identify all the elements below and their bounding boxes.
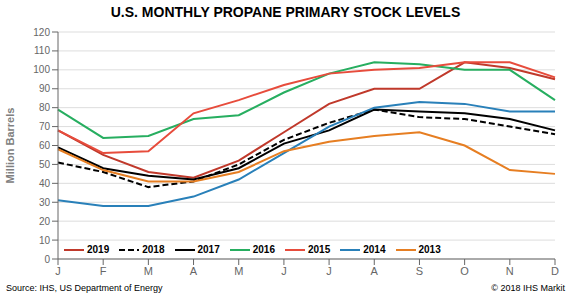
html-text:Source: IHS, US Department of: Source: IHS, US Department of Energy: [6, 283, 163, 293]
svg-text:S: S: [416, 265, 423, 277]
svg-text:90: 90: [39, 83, 51, 94]
svg-text:20: 20: [39, 216, 51, 227]
svg-text:J: J: [326, 265, 332, 277]
svg-text:F: F: [100, 265, 107, 277]
html-text:2016: 2016: [252, 244, 275, 255]
svg-text:A: A: [371, 265, 379, 277]
html-text:2017: 2017: [197, 244, 220, 255]
svg-text:M: M: [144, 265, 153, 277]
svg-text:120: 120: [33, 27, 50, 38]
html-text:2018: 2018: [142, 244, 165, 255]
svg-text:0: 0: [44, 254, 50, 265]
svg-text:M: M: [234, 265, 243, 277]
svg-text:J: J: [55, 265, 61, 277]
html-text:2014: 2014: [363, 244, 386, 255]
svg-text:30: 30: [39, 197, 51, 208]
svg-text:Million Barrels: Million Barrels: [8, 108, 16, 184]
svg-text:40: 40: [39, 178, 51, 189]
html-text:2015: 2015: [308, 244, 331, 255]
svg-text:110: 110: [34, 45, 50, 56]
svg-text:D: D: [551, 265, 559, 277]
svg-text:50: 50: [39, 159, 51, 170]
svg-text:O: O: [460, 265, 469, 277]
svg-text:J: J: [281, 265, 287, 277]
html-text:© 2018 IHS Markit: © 2018 IHS Markit: [491, 283, 565, 293]
html-text:U.S. MONTHLY PROPANE PRIMARY S: U.S. MONTHLY PROPANE PRIMARY STOCK LEVEL…: [110, 4, 461, 20]
html-text:2019: 2019: [87, 244, 110, 255]
svg-text:70: 70: [39, 121, 51, 132]
svg-text:A: A: [190, 265, 198, 277]
svg-text:80: 80: [39, 102, 51, 113]
svg-text:60: 60: [39, 140, 51, 151]
svg-text:100: 100: [33, 64, 50, 75]
svg-text:10: 10: [39, 235, 51, 246]
svg-text:N: N: [506, 265, 514, 277]
html-text:2013: 2013: [418, 244, 441, 255]
